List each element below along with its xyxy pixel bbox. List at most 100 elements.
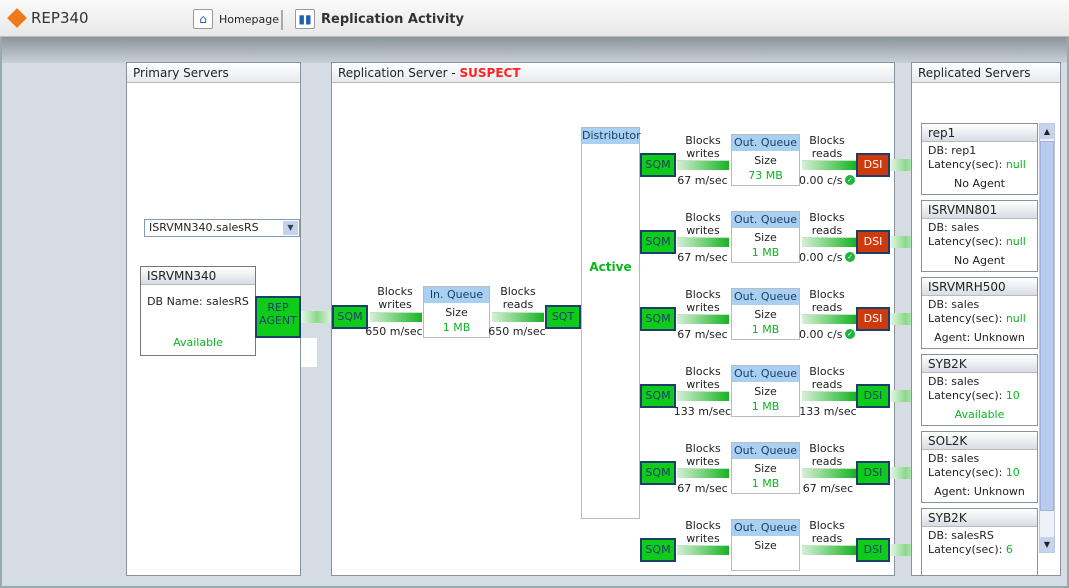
server-db: DB: sales xyxy=(928,221,980,234)
primary-server-card[interactable]: ISRVMN340 DB Name: salesRS Available xyxy=(140,266,256,356)
replication-activity-link[interactable]: ▮▮ Replication Activity xyxy=(295,9,464,29)
latency-value: 10 xyxy=(1005,466,1020,479)
panel-title: Replication Server - xyxy=(338,66,460,80)
latency-label: Latency(sec): xyxy=(928,389,1006,402)
outbound-sqm-box[interactable]: SQM xyxy=(640,538,676,562)
latency-label: Latency(sec): xyxy=(928,158,1006,171)
write-pipe xyxy=(677,237,729,247)
replicated-server-card[interactable]: ISRVMRH500 DB: sales Latency(sec): null … xyxy=(921,277,1038,349)
server-db: DB: sales xyxy=(928,452,980,465)
queue-size: 73 MB xyxy=(748,169,783,182)
write-rate: 67 m/sec xyxy=(677,482,728,495)
write-pipe xyxy=(677,314,729,324)
server-name: SOL2K xyxy=(922,432,1037,450)
top-bar: REP340 ⌂ Homepage ▮▮ Replication Activity xyxy=(0,0,1069,37)
label: Blocks xyxy=(685,211,721,224)
check-icon: ✓ xyxy=(845,175,855,185)
outbound-queue[interactable]: Out. Queue Size 73 MB xyxy=(731,134,800,186)
server-state-badge: SUSPECT xyxy=(459,66,521,80)
primary-server-select[interactable]: ISRVMN340.salesRS ▼ xyxy=(144,219,300,237)
label: writes xyxy=(378,298,412,311)
dsi-box[interactable]: DSI xyxy=(856,153,890,177)
outbound-sqm-box[interactable]: SQM xyxy=(640,230,676,254)
check-icon: ✓ xyxy=(845,329,855,339)
dsi-box[interactable]: DSI xyxy=(856,384,890,408)
label: reads xyxy=(502,298,534,311)
server-status: Available xyxy=(173,336,223,349)
scrollbar[interactable]: ▲ ▼ xyxy=(1039,123,1055,553)
write-pipe xyxy=(677,468,729,478)
outbound-sqm-box[interactable]: SQM xyxy=(640,384,676,408)
dsi-box[interactable]: DSI xyxy=(856,461,890,485)
dsi-box[interactable]: DSI xyxy=(856,307,890,331)
queue-title: Out. Queue xyxy=(732,289,799,305)
read-rate: 133 m/sec xyxy=(799,405,857,418)
read-rate: 0.00 c/s xyxy=(799,251,843,264)
logo-icon xyxy=(7,8,27,28)
agent-status: No Agent xyxy=(953,177,1005,190)
latency-label: Latency(sec): xyxy=(928,312,1006,325)
read-rate: 650 m/sec xyxy=(488,325,546,338)
label: Blocks xyxy=(685,134,721,147)
write-rate: 67 m/sec xyxy=(677,251,728,264)
distributor-status: Active xyxy=(589,260,632,274)
inbound-queue[interactable]: In. Queue Size 1 MB xyxy=(423,286,490,338)
scroll-down-icon[interactable]: ▼ xyxy=(1040,537,1054,552)
agent-status: Agent: Unknown xyxy=(934,331,1025,344)
replicated-server-card[interactable]: SYB2K DB: salesRS Latency(sec): 6 xyxy=(921,508,1038,576)
read-pipe xyxy=(802,314,856,324)
outbound-sqm-box[interactable]: SQM xyxy=(640,307,676,331)
server-name: SYB2K xyxy=(922,509,1037,527)
label: writes xyxy=(686,301,720,314)
write-rate: 650 m/sec xyxy=(365,325,423,338)
scroll-up-icon[interactable]: ▲ xyxy=(1040,124,1054,139)
latency-value: 10 xyxy=(1005,389,1020,402)
distributor-title: Distributor xyxy=(582,128,641,144)
latency-label: Latency(sec): xyxy=(928,543,1006,556)
queue-title: Out. Queue xyxy=(732,366,799,382)
rep-agent-box[interactable]: REP AGENT xyxy=(255,296,301,338)
label: Blocks xyxy=(685,519,721,532)
server-name: rep1 xyxy=(922,124,1037,142)
write-pipe xyxy=(677,160,729,170)
latency-value: null xyxy=(1005,235,1026,248)
replicated-server-card[interactable]: SYB2K DB: sales Latency(sec): 10 Availab… xyxy=(921,354,1038,426)
distributor[interactable]: Distributor Active xyxy=(581,127,641,519)
server-db: DB: salesRS xyxy=(928,529,994,542)
outbound-queue[interactable]: Out. Queue Size 1 MB xyxy=(731,288,800,340)
write-rate: 67 m/sec xyxy=(677,174,728,187)
panel-title: Replicated Servers xyxy=(912,63,1060,83)
outbound-sqm-box[interactable]: SQM xyxy=(640,153,676,177)
dsi-box[interactable]: DSI xyxy=(856,230,890,254)
sqt-box[interactable]: SQT xyxy=(545,305,581,329)
select-value: ISRVMN340.salesRS xyxy=(149,221,259,234)
latency-value: null xyxy=(1005,158,1026,171)
outbound-sqm-box[interactable]: SQM xyxy=(640,461,676,485)
size-label: Size xyxy=(754,154,777,167)
homepage-link[interactable]: ⌂ Homepage xyxy=(193,9,279,29)
app-title: REP340 xyxy=(31,9,89,27)
replicated-server-card[interactable]: ISRVMN801 DB: sales Latency(sec): null N… xyxy=(921,200,1038,272)
replicated-server-card[interactable]: SOL2K DB: sales Latency(sec): 10 Agent: … xyxy=(921,431,1038,503)
inbound-sqm-box[interactable]: SQM xyxy=(332,305,368,329)
outbound-queue[interactable]: Out. Queue Size 1 MB xyxy=(731,211,800,263)
read-pipe xyxy=(802,391,856,401)
agent-label: REP xyxy=(267,301,289,314)
queue-size: 1 MB xyxy=(751,400,780,413)
latency-value: null xyxy=(1005,312,1026,325)
home-icon: ⌂ xyxy=(193,9,213,29)
replicated-server-card[interactable]: rep1 DB: rep1 Latency(sec): null No Agen… xyxy=(921,123,1038,195)
scroll-thumb[interactable] xyxy=(1040,141,1054,511)
read-pipe xyxy=(492,312,544,322)
label: reads xyxy=(811,301,843,314)
agent-status: Available xyxy=(954,408,1005,421)
label: reads xyxy=(811,224,843,237)
server-db: DB: rep1 xyxy=(928,144,977,157)
outbound-queue[interactable]: Out. Queue Size 1 MB xyxy=(731,442,800,494)
dsi-box[interactable]: DSI xyxy=(856,538,890,562)
app-logo: REP340 xyxy=(7,8,89,28)
size-label: Size xyxy=(754,539,777,552)
chevron-down-icon[interactable]: ▼ xyxy=(283,221,298,235)
outbound-queue[interactable]: Out. Queue Size xyxy=(731,519,800,571)
outbound-queue[interactable]: Out. Queue Size 1 MB xyxy=(731,365,800,417)
